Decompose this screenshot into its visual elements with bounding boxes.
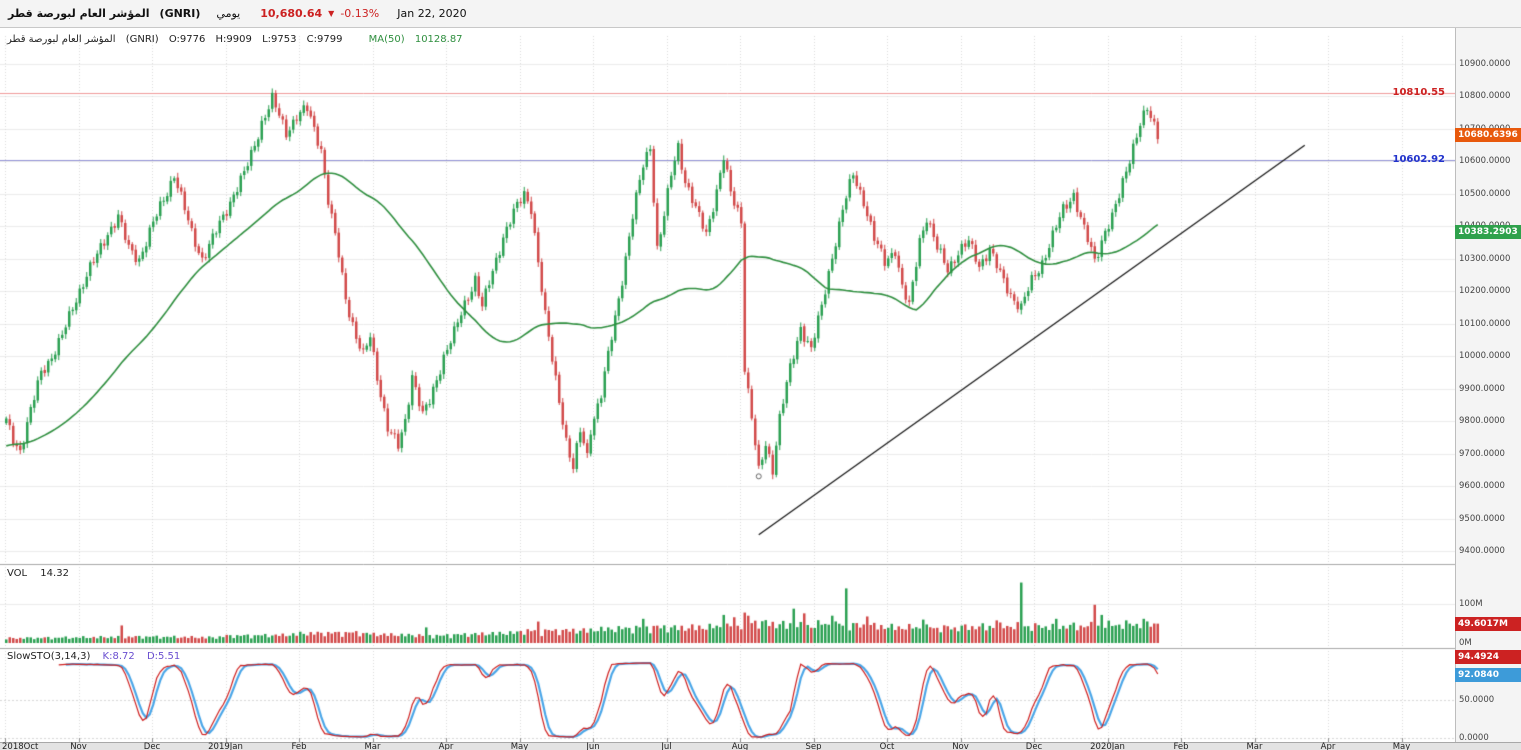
- legend-ma-label: MA(50): [368, 34, 405, 45]
- legend-low: L:9753: [262, 34, 297, 45]
- stochastic-pane-header: SlowSTO(3,14,3) K:8.72 D:5.51: [7, 651, 180, 662]
- time-tick-label: May: [510, 742, 529, 750]
- price-tick-label: 9600.0000: [1459, 481, 1505, 492]
- stochastic-d-axis-badge: 92.0840: [1455, 668, 1521, 682]
- stochastic-d-value: D:5.51: [146, 651, 181, 662]
- chart-legend: المؤشر العام لبورصة قطر (GNRI) O:9776 H:…: [7, 34, 470, 45]
- stochastic-tick-label: 50.0000: [1459, 695, 1495, 705]
- last-price-value: 10,680.64: [260, 7, 323, 20]
- legend-title: المؤشر العام لبورصة قطر: [7, 34, 116, 45]
- period-selector[interactable]: يومي: [216, 7, 241, 20]
- time-tick-label: Feb: [1173, 742, 1189, 750]
- price-tick-label: 10900.0000: [1459, 59, 1511, 69]
- price-down-arrow-icon: ▼: [328, 9, 335, 18]
- support-level-label: 10602.92: [1392, 154, 1445, 165]
- time-tick-label: 2018Oct: [2, 742, 39, 750]
- time-axis[interactable]: 2018Oct Nov Dec 2019Jan Feb Mar Apr May Jun Jul Au…: [0, 742, 1521, 750]
- price-tick-label: 9500.0000: [1459, 513, 1505, 524]
- instrument-title: المؤشر العام لبورصة قطر: [8, 7, 150, 20]
- legend-symbol: (GNRI): [125, 34, 159, 45]
- time-tick-label: Jul: [661, 742, 672, 750]
- time-tick-label: Jun: [586, 742, 600, 750]
- time-tick-label: Mar: [364, 742, 381, 750]
- volume-axis-badge: 49.6017M: [1455, 617, 1521, 631]
- price-tick-label: 10000.0000: [1459, 351, 1511, 362]
- legend-ma-value: 10128.87: [414, 34, 463, 45]
- quote-date: Jan 22, 2020: [397, 7, 467, 20]
- time-tick-label: Mar: [1246, 742, 1263, 750]
- price-tick-label: 9900.0000: [1459, 383, 1505, 394]
- time-tick-label: Apr: [1320, 742, 1336, 750]
- time-tick-label: Nov: [952, 742, 969, 750]
- ma-axis-badge: 10383.2903: [1455, 225, 1521, 239]
- time-tick-label: Aug: [731, 742, 749, 750]
- price-tick-label: 10300.0000: [1459, 253, 1511, 264]
- change-percent: -0.13%: [340, 7, 380, 20]
- stochastic-k-value: K:8.72: [102, 651, 135, 662]
- stochastic-k-axis-badge: 94.4924: [1455, 650, 1521, 664]
- price-tick-label: 10100.0000: [1459, 318, 1511, 329]
- volume-tick-label: 0M: [1459, 638, 1472, 648]
- price-tick-label: 10500.0000: [1459, 188, 1511, 199]
- time-tick-label: Oct: [879, 742, 895, 750]
- price-tick-label: 9700.0000: [1459, 448, 1505, 459]
- time-tick-label: May: [1392, 742, 1411, 750]
- volume-value: 14.32: [40, 568, 69, 579]
- time-tick-label: 2019Jan: [208, 742, 243, 750]
- time-tick-label: Nov: [70, 742, 87, 750]
- price-chart-canvas[interactable]: [0, 28, 1455, 742]
- volume-tick-label: 100M: [1459, 599, 1483, 609]
- volume-pane-header: VOL 14.32: [7, 568, 69, 579]
- instrument-symbol: (GNRI): [159, 7, 201, 20]
- time-tick-label: 2020Jan: [1090, 742, 1125, 750]
- time-tick-label: Sep: [805, 742, 822, 750]
- time-tick-label: Dec: [1025, 742, 1043, 750]
- price-tick-label: 10200.0000: [1459, 286, 1511, 297]
- price-tick-label: 10800.0000: [1459, 91, 1511, 102]
- legend-open: O:9776: [168, 34, 206, 45]
- legend-close: C:9799: [306, 34, 343, 45]
- resistance-level-label: 10810.55: [1392, 87, 1445, 98]
- stochastic-label: SlowSTO(3,14,3): [7, 651, 91, 662]
- volume-label: VOL: [7, 568, 28, 579]
- time-tick-label: Feb: [291, 742, 307, 750]
- price-tick-label: 9400.0000: [1459, 546, 1505, 556]
- price-tick-label: 9800.0000: [1459, 416, 1505, 427]
- top-bar: المؤشر العام لبورصة قطر (GNRI) يومي 10,6…: [0, 0, 1521, 28]
- stochastic-tick-label: 0.0000: [1459, 733, 1489, 743]
- last-price-axis-badge: 10680.6396: [1455, 128, 1521, 142]
- legend-high: H:9909: [215, 34, 252, 45]
- time-tick-label: Dec: [143, 742, 161, 750]
- price-tick-label: 10600.0000: [1459, 156, 1511, 167]
- time-tick-label: Apr: [438, 742, 454, 750]
